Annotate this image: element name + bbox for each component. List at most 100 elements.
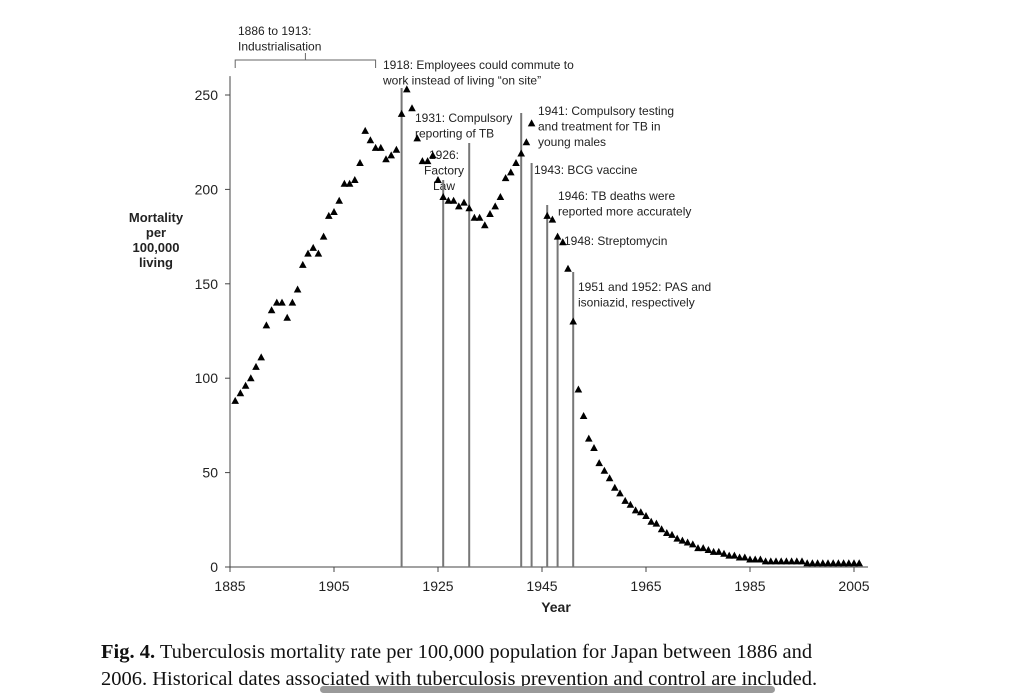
data-point bbox=[397, 109, 406, 117]
data-point bbox=[855, 559, 863, 567]
data-point bbox=[590, 444, 598, 452]
data-point bbox=[839, 559, 848, 567]
data-point bbox=[455, 202, 463, 210]
data-point bbox=[293, 285, 302, 293]
y-tick-label: 50 bbox=[202, 465, 218, 481]
data-point bbox=[460, 198, 468, 206]
data-point bbox=[621, 496, 629, 504]
y-tick-label: 150 bbox=[195, 276, 219, 292]
x-tick-label: 1905 bbox=[318, 578, 349, 594]
data-point bbox=[761, 557, 770, 565]
x-tick-label: 1985 bbox=[734, 578, 765, 594]
annotation-text: reported more accurately bbox=[558, 205, 691, 219]
data-point bbox=[850, 559, 858, 567]
data-point bbox=[491, 202, 499, 210]
data-point bbox=[366, 136, 375, 144]
data-point bbox=[512, 158, 520, 166]
data-point bbox=[335, 196, 343, 204]
data-point bbox=[403, 85, 411, 93]
data-point bbox=[288, 298, 297, 306]
annotation-text: 1951 and 1952: PAS and bbox=[578, 280, 711, 294]
data-point bbox=[345, 179, 354, 187]
data-point bbox=[351, 175, 359, 183]
data-point bbox=[647, 517, 655, 525]
annotation-bracket bbox=[234, 53, 377, 68]
annotation-text: 1948: Streptomycin bbox=[564, 234, 667, 248]
data-point bbox=[314, 249, 323, 257]
caption-label: Fig. 4. bbox=[101, 641, 156, 663]
annotation-text: and treatment for TB in bbox=[538, 120, 661, 134]
data-point bbox=[600, 466, 609, 474]
annotation-text: 1941: Compulsory testing bbox=[538, 104, 674, 118]
data-point bbox=[278, 298, 286, 306]
data-point bbox=[699, 544, 707, 552]
data-point bbox=[813, 559, 822, 567]
data-point bbox=[642, 512, 650, 520]
data-point bbox=[735, 553, 744, 561]
x-tick-label: 1925 bbox=[422, 578, 453, 594]
data-point bbox=[252, 362, 260, 370]
annotation-text: isoniazid, respectively bbox=[578, 296, 695, 310]
data-point bbox=[382, 155, 390, 163]
data-point bbox=[548, 215, 557, 223]
data-point bbox=[361, 126, 369, 134]
data-point bbox=[475, 213, 484, 221]
data-point bbox=[772, 557, 780, 565]
data-point bbox=[231, 396, 239, 404]
data-point bbox=[751, 555, 759, 563]
caption-text: Tuberculosis mortality rate per 100,000 … bbox=[159, 641, 813, 663]
data-point bbox=[309, 243, 317, 251]
x-tick-label: 2005 bbox=[838, 578, 869, 594]
scrollbar[interactable] bbox=[320, 686, 775, 693]
data-point bbox=[299, 260, 307, 268]
data-point bbox=[725, 551, 733, 559]
data-point bbox=[819, 559, 827, 567]
annotation-text: work instead of living “on site” bbox=[382, 74, 541, 88]
data-point bbox=[392, 145, 401, 153]
data-point bbox=[798, 557, 806, 565]
annotation-text: 1946: TB deaths were bbox=[558, 189, 676, 203]
data-point bbox=[637, 508, 645, 516]
y-axis-title: 100,000 bbox=[133, 240, 180, 255]
data-point bbox=[803, 559, 811, 567]
y-tick-label: 250 bbox=[195, 87, 219, 103]
data-point bbox=[507, 168, 515, 176]
data-point bbox=[304, 249, 312, 257]
data-point bbox=[522, 138, 531, 146]
data-point bbox=[319, 232, 328, 240]
data-point bbox=[824, 559, 832, 567]
data-point bbox=[611, 483, 619, 491]
data-point bbox=[564, 264, 572, 272]
data-point bbox=[527, 119, 536, 127]
data-point bbox=[408, 104, 416, 112]
data-point bbox=[585, 434, 593, 442]
data-point bbox=[579, 411, 588, 419]
x-tick-label: 1885 bbox=[214, 578, 245, 594]
data-point bbox=[439, 192, 447, 200]
data-point bbox=[444, 196, 453, 204]
data-point bbox=[689, 540, 697, 548]
data-point bbox=[574, 385, 583, 393]
data-point bbox=[704, 546, 713, 554]
data-point bbox=[741, 553, 749, 561]
data-point bbox=[470, 213, 479, 221]
annotation-text: 1918: Employees could commute to bbox=[383, 58, 574, 72]
data-point bbox=[808, 559, 817, 567]
data-point bbox=[247, 374, 255, 382]
data-point bbox=[330, 208, 338, 216]
data-point bbox=[673, 534, 681, 542]
data-point bbox=[663, 529, 671, 537]
data-point bbox=[678, 536, 687, 544]
annotation-text: 1926: bbox=[429, 148, 459, 162]
annotation-text: 1931: Compulsory bbox=[415, 111, 512, 125]
data-point bbox=[356, 158, 364, 166]
data-point bbox=[340, 179, 349, 187]
data-point bbox=[486, 209, 494, 217]
data-point bbox=[262, 321, 271, 329]
chart: 0 50 100 150 200 250 1885 1905 1925 1945 1965 1985 2… bbox=[129, 24, 870, 615]
caption: Fig. 4. Tuberculosis mortality rate per … bbox=[101, 639, 817, 693]
data-point bbox=[730, 551, 739, 559]
data-point bbox=[543, 211, 551, 219]
data-point bbox=[767, 557, 775, 565]
data-point bbox=[626, 500, 635, 508]
